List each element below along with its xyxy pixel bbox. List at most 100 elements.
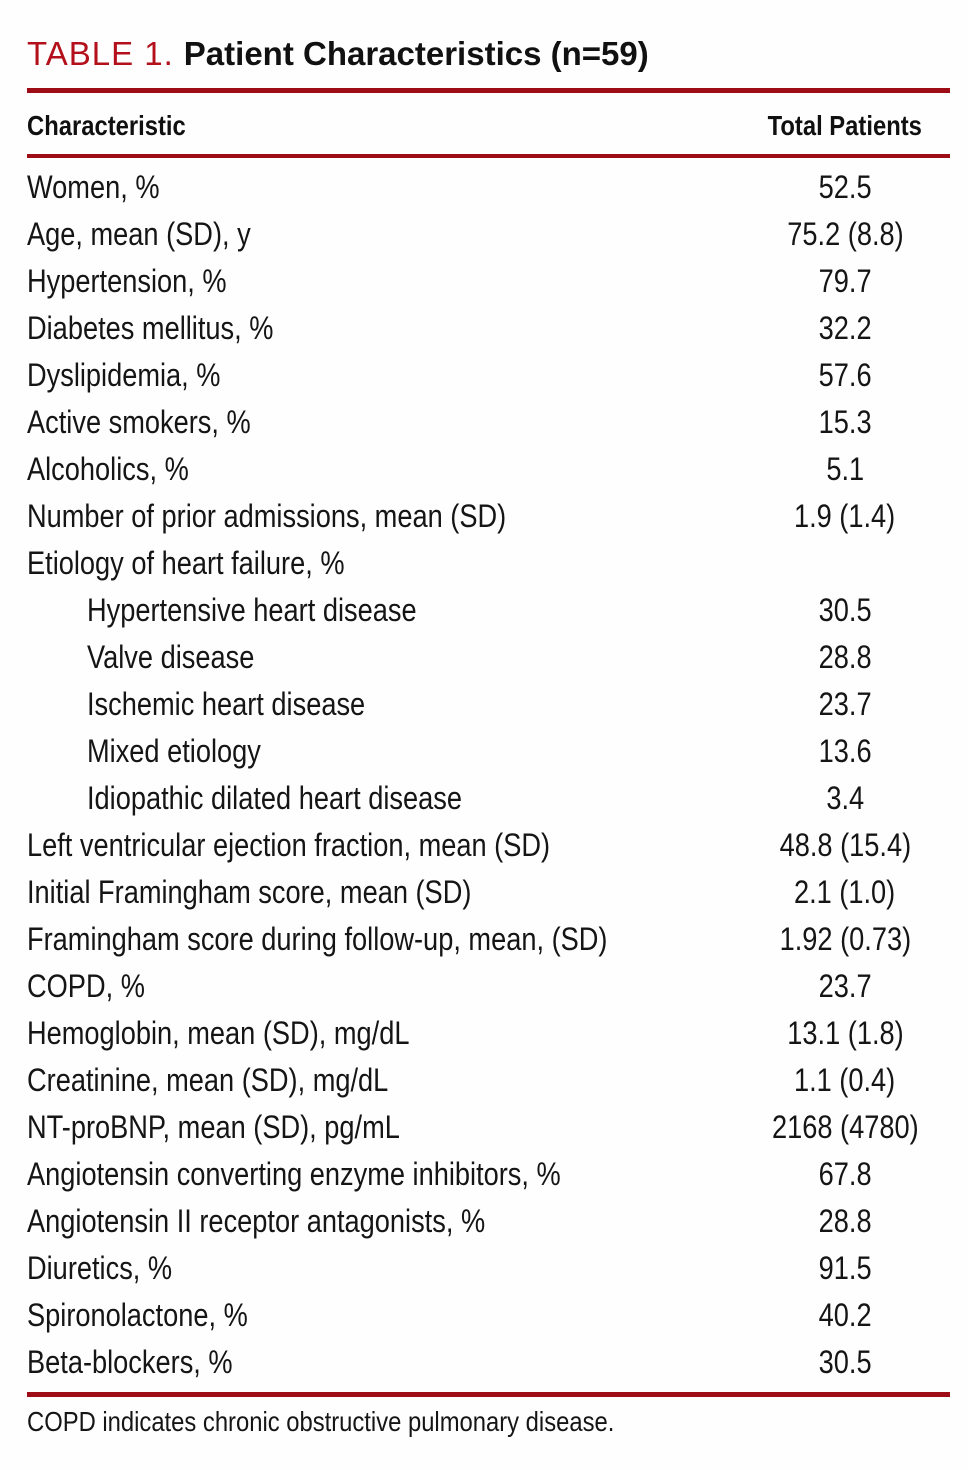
row-label: Angiotensin converting enzyme inhibitors…: [27, 1156, 561, 1192]
row-value-cell: 67.8: [740, 1156, 950, 1193]
row-label-cell: Hypertensive heart disease: [27, 592, 740, 629]
row-label: Initial Framingham score, mean (SD): [27, 874, 472, 910]
row-label: Framingham score during follow-up, mean,…: [27, 921, 608, 957]
row-value-cell: 3.4: [740, 780, 950, 817]
row-value-cell: 40.2: [740, 1297, 950, 1334]
row-value-cell: 1.92 (0.73): [740, 921, 950, 958]
row-label-cell: Active smokers, %: [27, 404, 740, 441]
header-total-patients-cell: Total Patients: [740, 110, 950, 142]
table-row: Angiotensin II receptor antagonists, % 2…: [27, 1198, 950, 1245]
row-value: 91.5: [818, 1250, 872, 1286]
table-row: Ischemic heart disease 23.7: [27, 681, 950, 728]
row-label-cell: Etiology of heart failure, %: [27, 545, 740, 582]
table-row: Hemoglobin, mean (SD), mg/dL 13.1 (1.8): [27, 1010, 950, 1057]
row-label-cell: Initial Framingham score, mean (SD): [27, 874, 740, 911]
row-value-cell: 52.5: [740, 169, 950, 206]
table-row: Framingham score during follow-up, mean,…: [27, 916, 950, 963]
table-row: Etiology of heart failure, %: [27, 540, 950, 587]
row-value-cell: 2168 (4780): [740, 1109, 950, 1146]
row-label-cell: Angiotensin II receptor antagonists, %: [27, 1203, 740, 1240]
bottom-rule: [27, 1392, 950, 1397]
table-row: Spironolactone, % 40.2: [27, 1292, 950, 1339]
row-value: 1.9 (1.4): [794, 498, 896, 534]
row-label: Dyslipidemia, %: [27, 357, 221, 393]
row-label: Ischemic heart disease: [87, 686, 366, 722]
table-header-row: Characteristic Total Patients: [27, 103, 950, 149]
row-label-cell: Hypertension, %: [27, 263, 740, 300]
row-value: 75.2 (8.8): [786, 216, 904, 252]
table-row: COPD, % 23.7: [27, 963, 950, 1010]
row-value: 67.8: [818, 1156, 872, 1192]
table-footnote: COPD indicates chronic obstructive pulmo…: [27, 1406, 718, 1438]
row-label-cell: NT-proBNP, mean (SD), pg/mL: [27, 1109, 740, 1146]
row-label-cell: Creatinine, mean (SD), mg/dL: [27, 1062, 740, 1099]
row-label-cell: Beta-blockers, %: [27, 1344, 740, 1381]
row-value: 13.6: [818, 733, 872, 769]
row-label: Etiology of heart failure, %: [27, 545, 345, 581]
table-row: Diabetes mellitus, % 32.2: [27, 305, 950, 352]
table-row: Women, % 52.5: [27, 164, 950, 211]
row-value: 2.1 (1.0): [794, 874, 896, 910]
table-row: Valve disease 28.8: [27, 634, 950, 681]
column-header-total-patients: Total Patients: [767, 110, 923, 141]
row-value: 32.2: [818, 310, 872, 346]
table-row: Alcoholics, % 5.1: [27, 446, 950, 493]
row-value-cell: 23.7: [740, 686, 950, 723]
row-label-cell: Number of prior admissions, mean (SD): [27, 498, 740, 535]
row-value: 52.5: [818, 169, 872, 205]
table-row: Initial Framingham score, mean (SD) 2.1 …: [27, 869, 950, 916]
table-row: Diuretics, % 91.5: [27, 1245, 950, 1292]
row-label: COPD, %: [27, 968, 145, 1004]
row-label: Hypertensive heart disease: [87, 592, 417, 628]
row-label: Number of prior admissions, mean (SD): [27, 498, 507, 534]
footnote-text: COPD indicates chronic obstructive pulmo…: [27, 1406, 615, 1437]
row-label: Alcoholics, %: [27, 451, 189, 487]
row-label: Age, mean (SD), y: [27, 216, 251, 252]
row-value-cell: 28.8: [740, 1203, 950, 1240]
table-row: Age, mean (SD), y 75.2 (8.8): [27, 211, 950, 258]
table-body: Women, % 52.5 Age, mean (SD), y 75.2 (8.…: [27, 164, 950, 1386]
table-row: Angiotensin converting enzyme inhibitors…: [27, 1151, 950, 1198]
row-label: Beta-blockers, %: [27, 1344, 233, 1380]
row-value: 1.92 (0.73): [779, 921, 911, 957]
row-value-cell: 2.1 (1.0): [740, 874, 950, 911]
row-value: 40.2: [818, 1297, 872, 1333]
row-value-cell: 30.5: [740, 1344, 950, 1381]
table-row: Mixed etiology 13.6: [27, 728, 950, 775]
table-row: Creatinine, mean (SD), mg/dL 1.1 (0.4): [27, 1057, 950, 1104]
row-label: Hemoglobin, mean (SD), mg/dL: [27, 1015, 410, 1051]
row-label: NT-proBNP, mean (SD), pg/mL: [27, 1109, 400, 1145]
header-characteristic-cell: Characteristic: [27, 110, 740, 142]
row-value-cell: 30.5: [740, 592, 950, 629]
table-row: Number of prior admissions, mean (SD) 1.…: [27, 493, 950, 540]
row-value-cell: 15.3: [740, 404, 950, 441]
row-value-cell: 75.2 (8.8): [740, 216, 950, 253]
table-row: Active smokers, % 15.3: [27, 399, 950, 446]
row-label: Diuretics, %: [27, 1250, 173, 1286]
row-value-cell: 91.5: [740, 1250, 950, 1287]
header-rule: [27, 154, 950, 158]
row-value: 2168 (4780): [771, 1109, 919, 1145]
row-value: 13.1 (1.8): [786, 1015, 904, 1051]
row-value-cell: 28.8: [740, 639, 950, 676]
row-label-cell: Ischemic heart disease: [27, 686, 740, 723]
row-value: 15.3: [818, 404, 872, 440]
row-value-cell: [740, 545, 950, 582]
table-row: Beta-blockers, % 30.5: [27, 1339, 950, 1386]
table-number-label: TABLE 1.: [27, 35, 174, 72]
row-value: 48.8 (15.4): [779, 827, 911, 863]
table-row: Left ventricular ejection fraction, mean…: [27, 822, 950, 869]
row-label-cell: Spironolactone, %: [27, 1297, 740, 1334]
row-label: Valve disease: [87, 639, 255, 675]
row-label: Creatinine, mean (SD), mg/dL: [27, 1062, 389, 1098]
row-label-cell: COPD, %: [27, 968, 740, 1005]
row-label: Active smokers, %: [27, 404, 251, 440]
row-value: 23.7: [818, 968, 872, 1004]
table-row: Idiopathic dilated heart disease 3.4: [27, 775, 950, 822]
row-value: 3.4: [826, 780, 864, 816]
row-label-cell: Idiopathic dilated heart disease: [27, 780, 740, 817]
row-label-cell: Diabetes mellitus, %: [27, 310, 740, 347]
row-label-cell: Hemoglobin, mean (SD), mg/dL: [27, 1015, 740, 1052]
row-value: 57.6: [818, 357, 872, 393]
